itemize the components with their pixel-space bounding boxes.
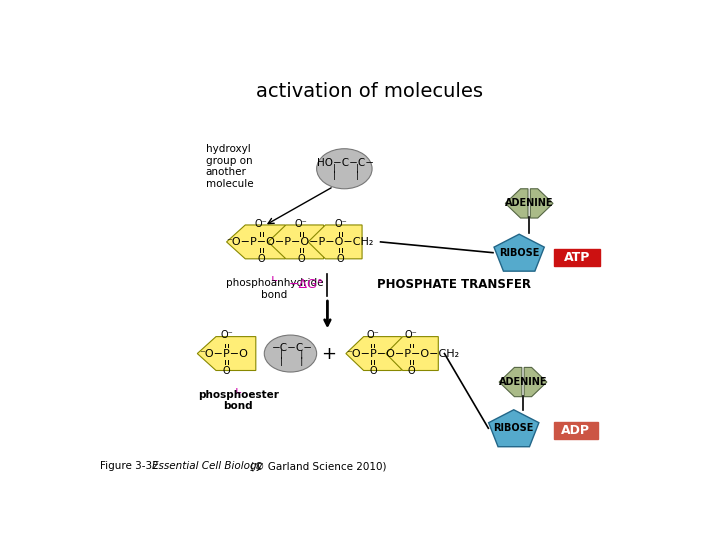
Text: RIBOSE: RIBOSE [499, 248, 539, 258]
Text: phosphoanhydride
bond: phosphoanhydride bond [225, 278, 323, 300]
Polygon shape [346, 336, 401, 370]
Polygon shape [227, 225, 285, 259]
Text: O: O [369, 366, 377, 376]
Polygon shape [489, 410, 539, 447]
Polygon shape [531, 189, 553, 218]
Text: HO−C−C−: HO−C−C− [318, 158, 374, 167]
Polygon shape [524, 367, 547, 397]
Text: RIBOSE: RIBOSE [494, 423, 534, 433]
Text: O: O [408, 366, 415, 376]
Polygon shape [197, 336, 256, 370]
Polygon shape [499, 367, 522, 397]
Text: Essential Cell Biology: Essential Cell Biology [152, 461, 263, 471]
Text: activation of molecules: activation of molecules [256, 82, 482, 101]
FancyBboxPatch shape [554, 422, 598, 439]
Text: |      |: | | [280, 357, 304, 366]
Text: ADP: ADP [561, 424, 590, 437]
Text: O: O [297, 254, 305, 264]
Text: |      |: | | [280, 350, 304, 359]
FancyBboxPatch shape [554, 249, 600, 266]
Text: ⌞: ⌞ [271, 269, 278, 284]
Text: PHOSPHATE TRANSFER: PHOSPHATE TRANSFER [377, 278, 531, 291]
Polygon shape [308, 225, 362, 259]
Text: O: O [257, 254, 265, 264]
Text: −C−C−: −C−C− [271, 343, 312, 353]
Polygon shape [505, 189, 528, 218]
Text: O⁻: O⁻ [334, 219, 347, 229]
Text: O⁻: O⁻ [295, 219, 307, 229]
Text: ⁻O−P−O: ⁻O−P−O [199, 348, 248, 359]
Text: O: O [337, 254, 344, 264]
Text: ATP: ATP [564, 251, 590, 264]
Text: ADENINE: ADENINE [499, 377, 547, 387]
Text: hydroxyl
group on
another
molecule: hydroxyl group on another molecule [206, 144, 253, 189]
Text: ⁻O−P−O−P−O−P−O−CH₂: ⁻O−P−O−P−O−P−O−CH₂ [227, 237, 374, 247]
Text: Figure 3-32: Figure 3-32 [99, 461, 165, 471]
Text: ⌞: ⌞ [235, 381, 242, 395]
Text: O⁻: O⁻ [405, 330, 418, 340]
Polygon shape [494, 234, 544, 271]
Ellipse shape [264, 335, 317, 372]
Text: (© Garland Science 2010): (© Garland Science 2010) [248, 461, 387, 471]
Text: ⁻O−P−O−P−O−CH₂: ⁻O−P−O−P−O−CH₂ [346, 348, 459, 359]
Text: phosphoester
bond: phosphoester bond [198, 390, 279, 411]
Text: |       |: | | [333, 171, 359, 180]
Text: |       |: | | [333, 164, 359, 173]
Text: ADENINE: ADENINE [505, 198, 554, 208]
Text: O⁻: O⁻ [220, 330, 233, 340]
Text: O: O [222, 366, 230, 376]
Text: O⁻: O⁻ [255, 219, 268, 229]
Text: +: + [321, 345, 336, 362]
Polygon shape [386, 336, 438, 370]
Ellipse shape [317, 148, 372, 189]
Text: −ΔG°: −ΔG° [288, 278, 323, 291]
Text: O⁻: O⁻ [366, 330, 379, 340]
Polygon shape [268, 225, 323, 259]
